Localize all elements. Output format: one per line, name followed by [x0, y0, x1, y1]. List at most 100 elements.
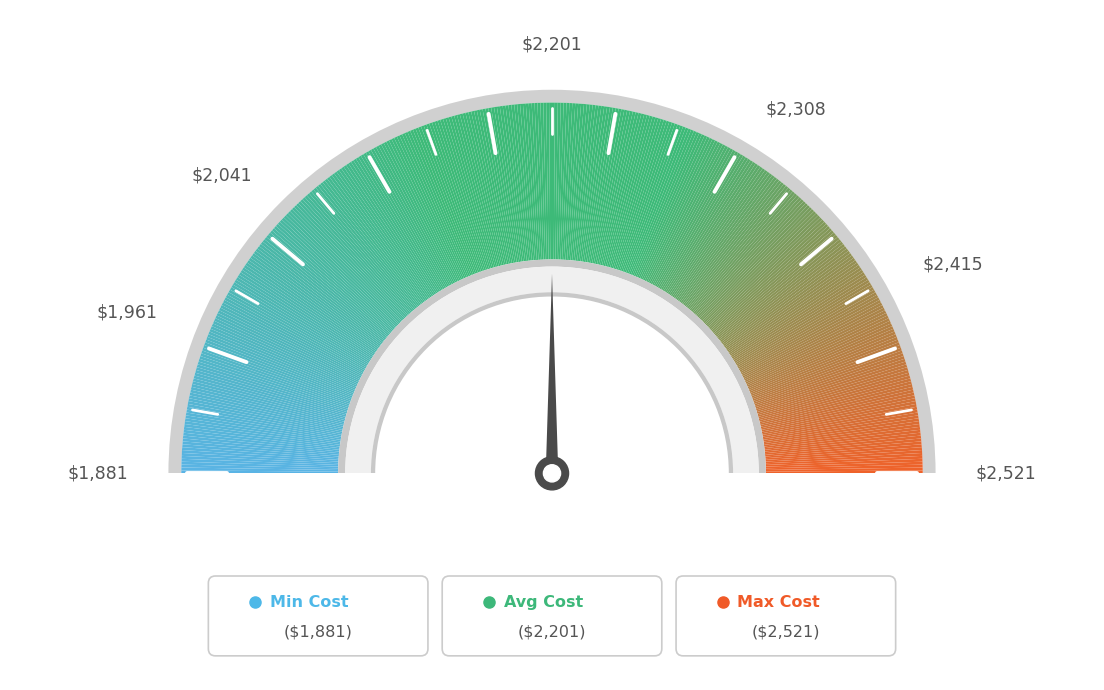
Wedge shape	[184, 421, 340, 445]
Wedge shape	[625, 124, 680, 273]
Wedge shape	[298, 201, 406, 317]
Wedge shape	[626, 126, 683, 273]
Wedge shape	[511, 104, 530, 261]
Wedge shape	[181, 462, 338, 469]
Wedge shape	[263, 239, 386, 339]
Wedge shape	[615, 119, 664, 269]
Wedge shape	[181, 459, 338, 466]
Wedge shape	[760, 387, 913, 425]
Wedge shape	[725, 255, 853, 349]
Wedge shape	[604, 114, 645, 266]
Wedge shape	[765, 453, 922, 463]
Wedge shape	[534, 103, 543, 259]
Text: Avg Cost: Avg Cost	[503, 595, 583, 610]
Wedge shape	[757, 367, 907, 414]
Wedge shape	[418, 126, 477, 274]
Wedge shape	[291, 207, 403, 321]
Wedge shape	[230, 287, 367, 367]
Wedge shape	[696, 199, 804, 316]
Wedge shape	[223, 300, 363, 375]
Text: $2,041: $2,041	[191, 167, 252, 185]
Wedge shape	[669, 164, 758, 295]
Wedge shape	[766, 471, 923, 473]
Wedge shape	[184, 427, 340, 449]
Wedge shape	[765, 433, 921, 451]
Wedge shape	[633, 130, 694, 276]
Wedge shape	[756, 362, 906, 411]
Wedge shape	[627, 126, 686, 274]
Wedge shape	[762, 401, 916, 433]
Wedge shape	[182, 438, 339, 455]
Wedge shape	[339, 168, 431, 298]
Wedge shape	[232, 284, 368, 366]
Wedge shape	[318, 184, 418, 308]
Wedge shape	[316, 186, 417, 308]
Wedge shape	[237, 275, 371, 360]
Wedge shape	[209, 331, 354, 393]
Wedge shape	[182, 447, 339, 460]
Wedge shape	[369, 150, 447, 288]
Wedge shape	[509, 105, 529, 261]
Wedge shape	[755, 356, 904, 407]
Wedge shape	[686, 184, 786, 308]
Wedge shape	[564, 103, 575, 260]
Wedge shape	[219, 308, 361, 380]
Wedge shape	[707, 217, 822, 327]
Wedge shape	[181, 464, 338, 470]
Wedge shape	[215, 315, 359, 384]
Wedge shape	[623, 124, 678, 272]
Text: $2,415: $2,415	[923, 255, 984, 273]
Wedge shape	[329, 175, 425, 302]
Wedge shape	[683, 180, 782, 306]
Wedge shape	[708, 219, 825, 328]
Wedge shape	[254, 250, 381, 346]
Wedge shape	[698, 201, 806, 317]
Wedge shape	[641, 137, 710, 280]
Wedge shape	[752, 342, 900, 400]
Wedge shape	[607, 115, 650, 267]
Bar	[169, 473, 935, 687]
Wedge shape	[749, 326, 893, 390]
Wedge shape	[736, 284, 872, 366]
Wedge shape	[213, 321, 357, 387]
Wedge shape	[730, 267, 862, 356]
Wedge shape	[733, 275, 867, 360]
Wedge shape	[335, 172, 427, 300]
Wedge shape	[726, 258, 856, 351]
Wedge shape	[640, 135, 708, 279]
Wedge shape	[448, 117, 493, 268]
Wedge shape	[514, 104, 532, 261]
Wedge shape	[305, 195, 411, 314]
Wedge shape	[195, 370, 347, 415]
Wedge shape	[284, 215, 399, 326]
Wedge shape	[290, 209, 402, 322]
Wedge shape	[181, 456, 338, 465]
Wedge shape	[268, 233, 390, 336]
Wedge shape	[585, 107, 613, 262]
Wedge shape	[454, 115, 497, 267]
Wedge shape	[363, 152, 445, 289]
Wedge shape	[757, 370, 909, 415]
Wedge shape	[636, 132, 699, 277]
Wedge shape	[426, 124, 481, 272]
FancyBboxPatch shape	[209, 576, 428, 656]
Wedge shape	[758, 378, 911, 420]
Wedge shape	[657, 150, 735, 288]
Wedge shape	[413, 128, 474, 275]
Wedge shape	[664, 157, 749, 292]
Wedge shape	[331, 173, 426, 302]
Wedge shape	[311, 190, 414, 310]
Wedge shape	[581, 106, 604, 262]
Wedge shape	[704, 213, 818, 324]
Wedge shape	[658, 151, 739, 288]
Wedge shape	[732, 273, 866, 359]
Wedge shape	[744, 310, 887, 381]
Wedge shape	[181, 468, 338, 472]
Wedge shape	[440, 119, 489, 269]
Wedge shape	[227, 292, 365, 371]
Wedge shape	[643, 138, 712, 281]
Wedge shape	[424, 124, 479, 273]
Wedge shape	[400, 135, 466, 278]
Wedge shape	[666, 159, 751, 293]
Wedge shape	[197, 367, 347, 414]
